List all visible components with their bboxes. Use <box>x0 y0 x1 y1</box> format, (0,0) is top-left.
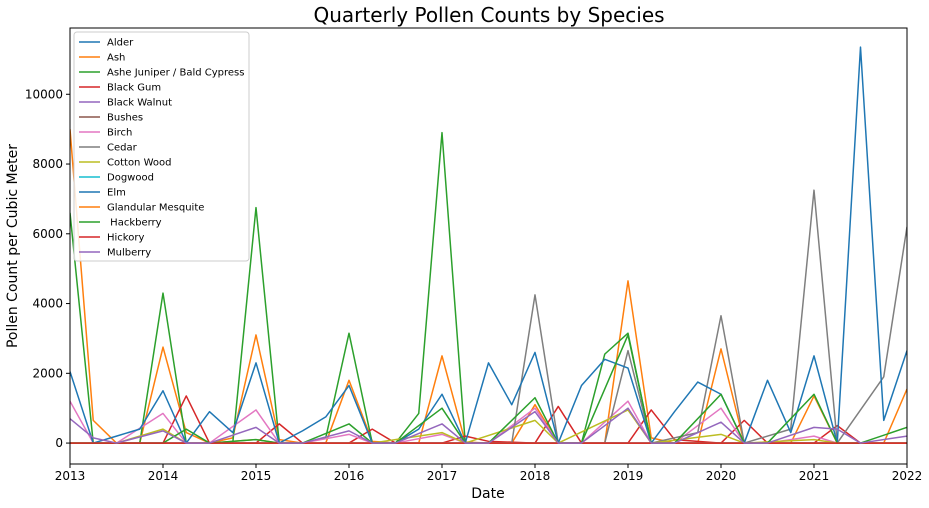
legend-label: Hackberry <box>107 218 162 229</box>
legend-label: Black Gum <box>107 83 161 94</box>
x-tick-label: 2014 <box>148 469 179 483</box>
legend-label: Alder <box>107 38 134 49</box>
chart-title: Quarterly Pollen Counts by Species <box>313 3 664 27</box>
x-axis-label: Date <box>471 486 504 502</box>
legend-label: Bushes <box>107 113 143 124</box>
legend-label: Hickory <box>107 233 144 244</box>
legend-label: Mulberry <box>107 248 151 259</box>
y-tick-label: 0 <box>55 436 63 450</box>
legend: Alder Ash Ashe Juniper / Bald Cypress Black… <box>73 31 250 262</box>
x-tick-label: 2019 <box>613 469 644 483</box>
legend-box <box>73 31 250 262</box>
series-layer <box>70 46 907 444</box>
y-tick-label: 10000 <box>25 87 63 101</box>
x-tick-label: 2015 <box>241 469 272 483</box>
legend-label: Ash <box>107 53 125 64</box>
y-tick-label: 8000 <box>32 157 63 171</box>
legend-label: Cotton Wood <box>107 158 171 169</box>
series-line-14 <box>70 407 907 444</box>
legend-label: Black Walnut <box>107 98 172 109</box>
legend-label: Cedar <box>107 143 138 154</box>
x-tick-label: 2016 <box>334 469 365 483</box>
y-axis: 0 2000 4000 6000 8000 10000 <box>25 87 70 450</box>
legend-label: Birch <box>107 128 132 139</box>
series-line-8 <box>70 409 907 444</box>
y-axis-label: Pollen Count per Cubic Meter <box>5 144 21 348</box>
x-tick-label: 2017 <box>427 469 458 483</box>
y-tick-label: 2000 <box>32 366 63 380</box>
x-tick-label: 2021 <box>799 469 830 483</box>
plot-frame <box>69 27 908 465</box>
legend-label: Glandular Mesquite <box>107 203 204 214</box>
legend-label: Elm <box>107 188 126 199</box>
y-tick-label: 4000 <box>32 297 63 311</box>
legend-label: Ashe Juniper / Bald Cypress <box>107 68 244 79</box>
x-tick-label: 2018 <box>520 469 551 483</box>
y-tick-label: 6000 <box>32 227 63 241</box>
x-axis: 2013 2014 2015 2016 2017 2018 2019 2020 2021 2022 <box>55 464 923 483</box>
x-tick-label: 2022 <box>892 469 923 483</box>
legend-label: Dogwood <box>107 173 154 184</box>
x-tick-label: 2020 <box>706 469 737 483</box>
series-line-10 <box>70 46 907 444</box>
x-tick-label: 2013 <box>55 469 86 483</box>
